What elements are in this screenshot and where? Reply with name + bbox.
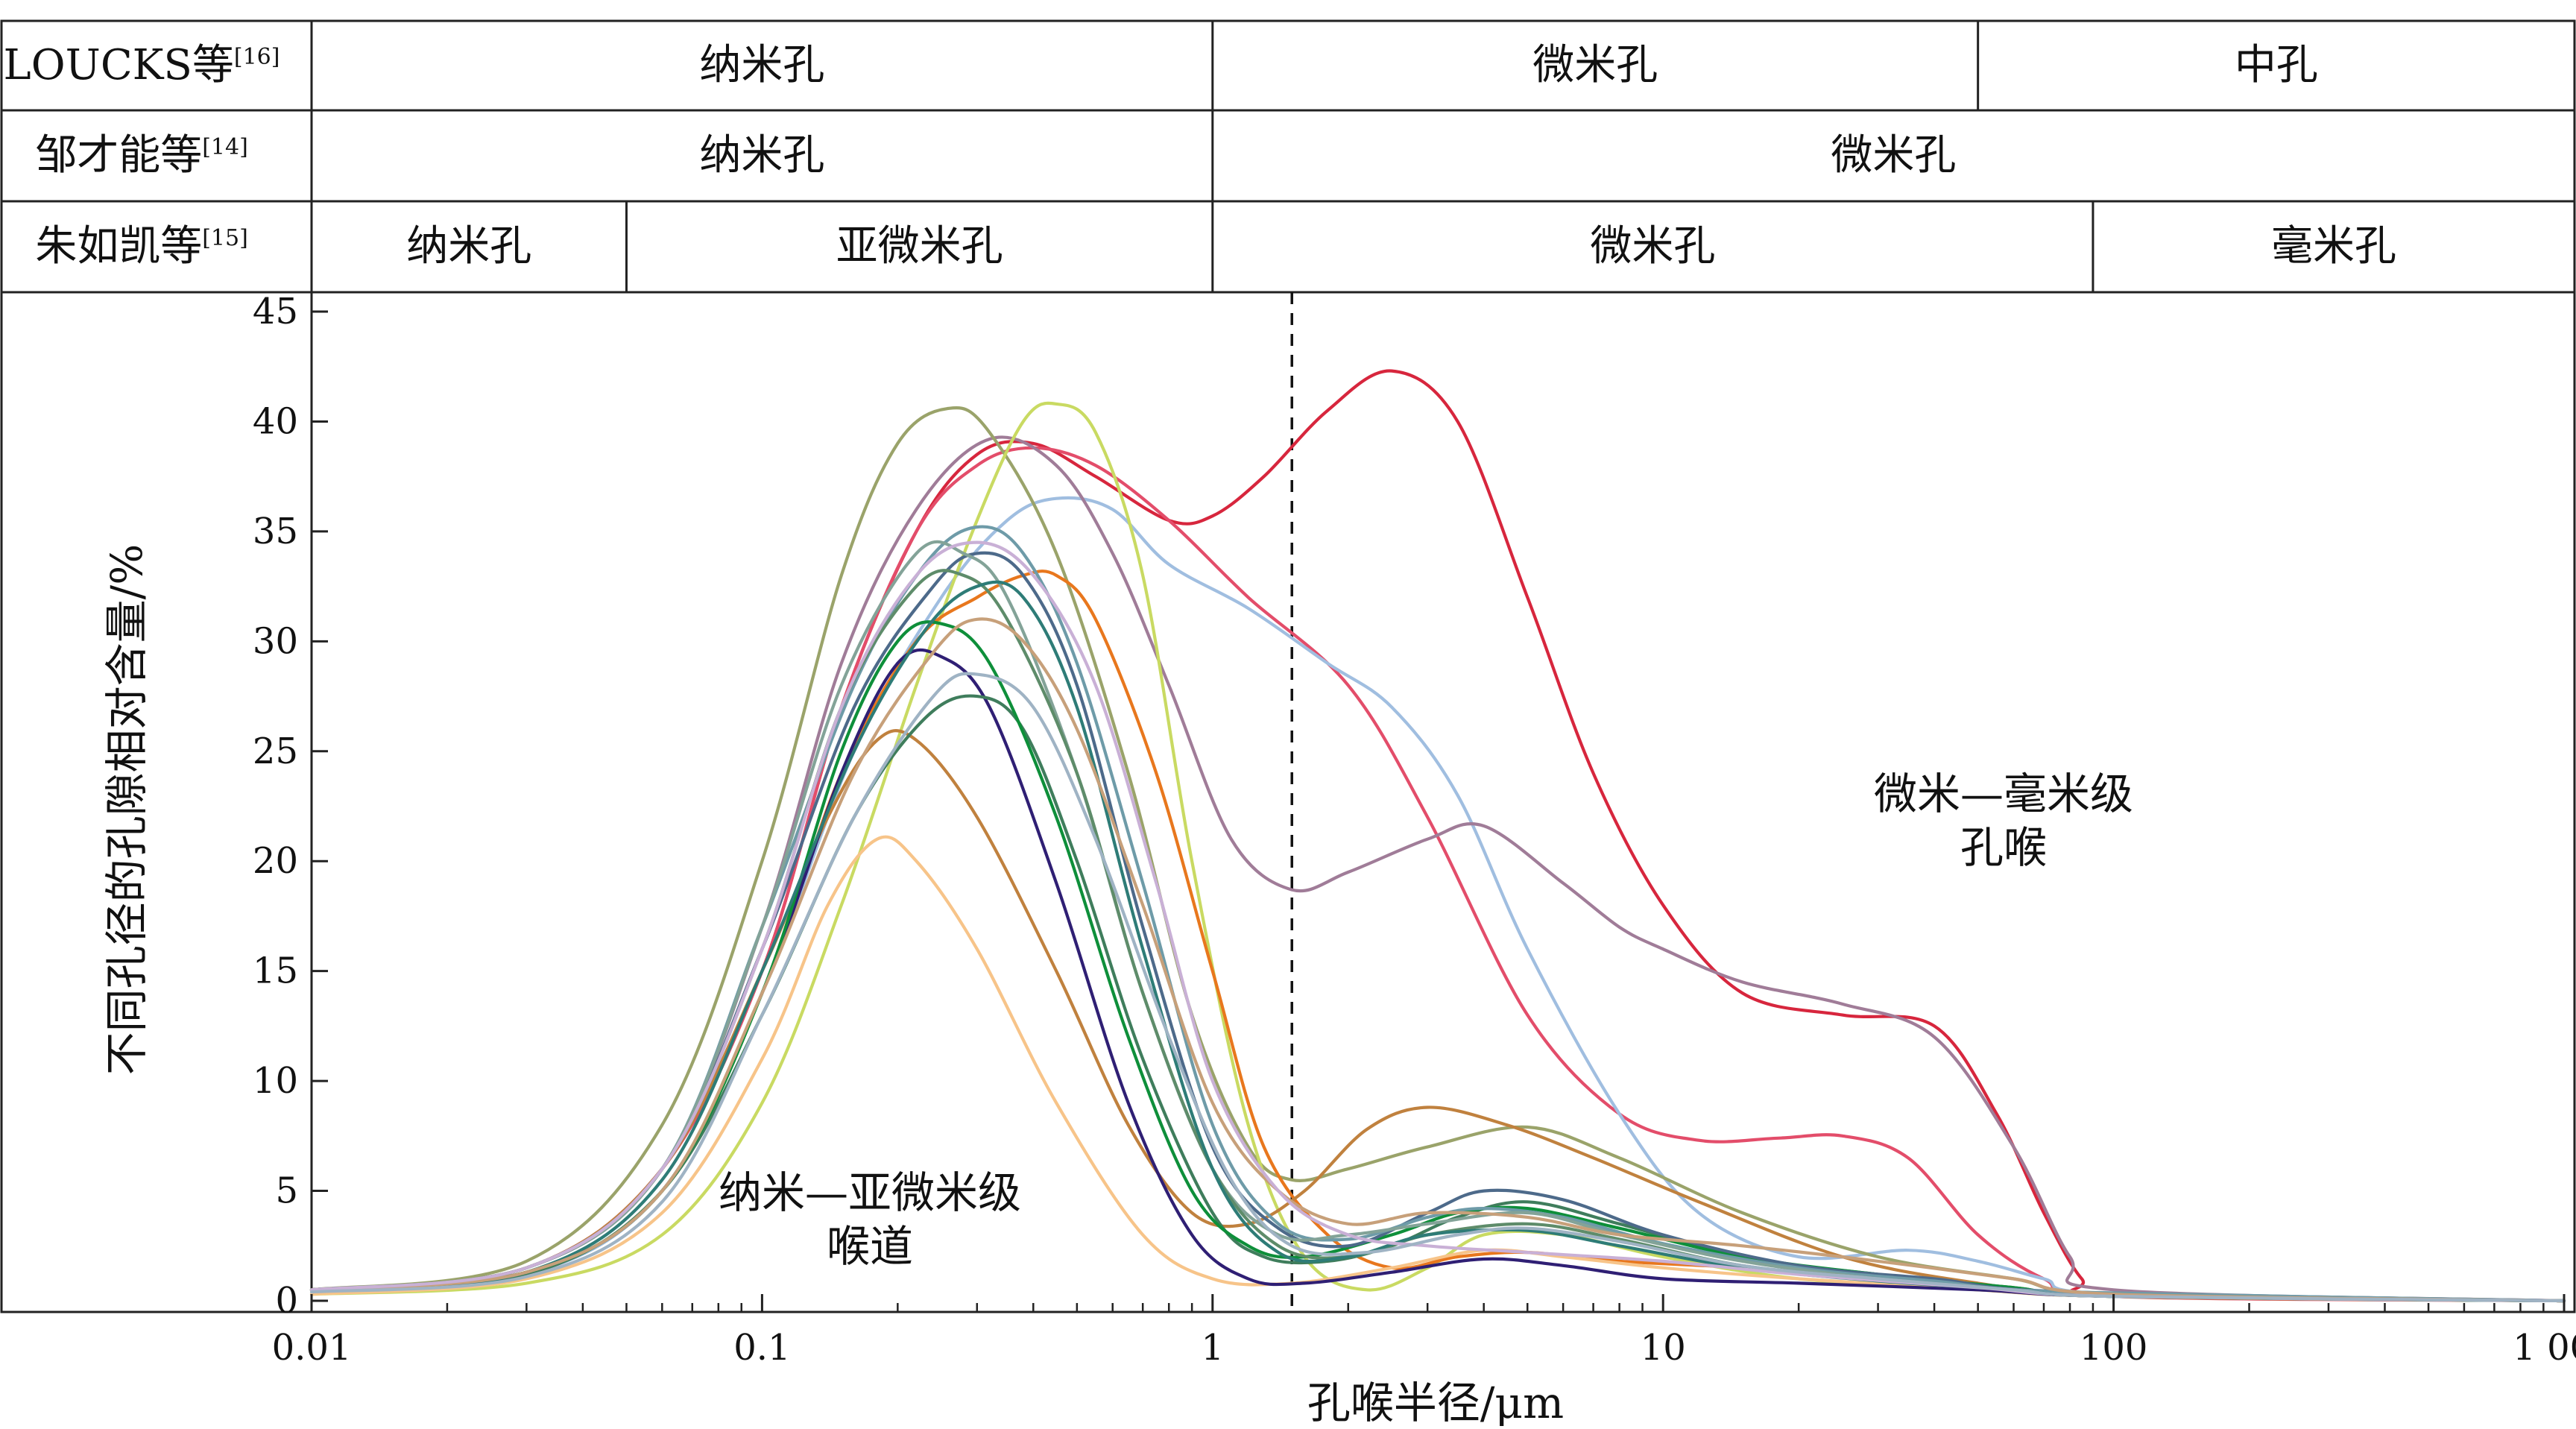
table-row-author: 邹才能等[14] — [35, 131, 248, 180]
table-cell-label: 纳米孔 — [699, 41, 824, 89]
series-line-18 — [309, 617, 2566, 1303]
table-row-author: LOUCKS等[16] — [4, 41, 280, 89]
y-tick-label: 40 — [253, 400, 298, 442]
series-line-7 — [309, 570, 2566, 1303]
x-tick-label: 1 000 — [2513, 1327, 2576, 1369]
y-tick-label: 45 — [253, 291, 298, 332]
table-author-name: LOUCKS等 — [4, 41, 234, 89]
series-line-2 — [309, 446, 2566, 1303]
table-cell-label: 微米孔 — [1831, 131, 1956, 180]
series-line-3 — [309, 496, 2566, 1303]
y-tick-label: 20 — [253, 840, 298, 882]
x-tick-label: 1 — [1202, 1327, 1225, 1369]
table-cell-label: 亚微米孔 — [836, 222, 1003, 271]
y-axis-label: 不同孔径的孔隙相对含量/% — [101, 544, 152, 1076]
table-cell-label: 微米孔 — [1590, 222, 1715, 271]
series-line-9 — [309, 835, 2566, 1303]
series-line-20 — [309, 672, 2566, 1303]
series-line-6 — [309, 401, 2566, 1303]
series-line-16 — [309, 569, 2566, 1303]
annotation-line: 纳米—亚微米级 — [719, 1167, 1021, 1218]
series-line-5 — [309, 406, 2566, 1303]
annotation-line: 微米—毫米级 — [1874, 769, 2133, 819]
series-line-19 — [309, 540, 2566, 1303]
series-line-17 — [309, 580, 2566, 1303]
y-tick-label: 15 — [253, 950, 298, 992]
table-author-ref: [16] — [234, 44, 280, 70]
y-tick-label: 10 — [253, 1060, 298, 1102]
outer-frame — [0, 19, 2576, 1313]
table-cell-label: 纳米孔 — [699, 131, 824, 180]
table-cell-label: 中孔 — [2235, 41, 2318, 89]
annotation-line: 喉道 — [827, 1221, 913, 1272]
table-author-ref: [15] — [202, 225, 248, 251]
table-author-name: 朱如凯等 — [35, 222, 202, 271]
y-tick-label: 0 — [275, 1280, 298, 1322]
x-tick-label: 10 — [1641, 1327, 1686, 1369]
axes: 0.01 0.1 1 10 100 1 000 0 5 10 15 20 25 30 35 40 45 孔喉半径… — [101, 291, 2576, 1428]
series-line-12 — [309, 620, 2566, 1303]
table-row-author: 朱如凯等[15] — [35, 222, 248, 271]
x-axis-label: 孔喉半径/μm — [1307, 1378, 1564, 1426]
series-line-11 — [309, 694, 2566, 1303]
series-group — [309, 369, 2566, 1303]
table-cell-label: 毫米孔 — [2271, 222, 2396, 271]
table-author-ref: [14] — [202, 134, 248, 160]
table-cell-label: 微米孔 — [1532, 41, 1658, 89]
table-author-name: 邹才能等 — [35, 131, 202, 180]
y-tick-label: 5 — [275, 1170, 298, 1212]
y-tick-label: 25 — [253, 731, 298, 772]
x-tick-label: 100 — [2080, 1327, 2148, 1369]
series-line-4 — [309, 435, 2566, 1303]
x-tick-label: 0.01 — [272, 1327, 352, 1369]
series-line-13 — [309, 551, 2566, 1303]
table-cell-label: 纳米孔 — [406, 222, 531, 271]
plot-frame — [310, 292, 1293, 1312]
annotation-line: 孔喉 — [1960, 822, 2047, 873]
x-tick-label: 0.1 — [733, 1327, 790, 1369]
y-tick-label: 30 — [253, 620, 298, 662]
y-tick-label: 35 — [253, 511, 298, 552]
